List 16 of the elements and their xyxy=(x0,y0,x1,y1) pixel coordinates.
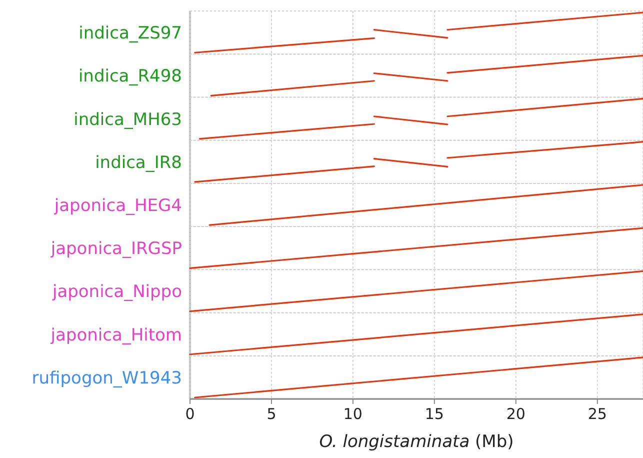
y-axis-title: indica_MH63 xyxy=(74,110,182,130)
x-tick-label: 15 xyxy=(424,405,444,423)
x-tick-label: 5 xyxy=(266,405,276,423)
x-tick-label: 25 xyxy=(588,405,607,423)
y-axis-title: japonica_Hitom xyxy=(50,325,182,346)
x-tick-label: 0 xyxy=(185,405,195,423)
y-axis-title: indica_ZS97 xyxy=(78,24,182,44)
y-axis-title: japonica_HEG4 xyxy=(53,196,182,216)
y-axis-title: indica_R498 xyxy=(78,66,182,87)
x-axis-title: O. longistaminata (Mb) xyxy=(319,432,514,452)
y-axis-title: rufipogon_W1943 xyxy=(32,368,182,388)
y-axis-title: indica_IR8 xyxy=(95,152,182,173)
y-axis-title: japonica_IRGSP xyxy=(50,239,182,260)
x-tick-label: 10 xyxy=(343,405,362,423)
y-axis-title: japonica_Nippo xyxy=(51,282,182,302)
x-tick-label: 20 xyxy=(506,405,526,423)
